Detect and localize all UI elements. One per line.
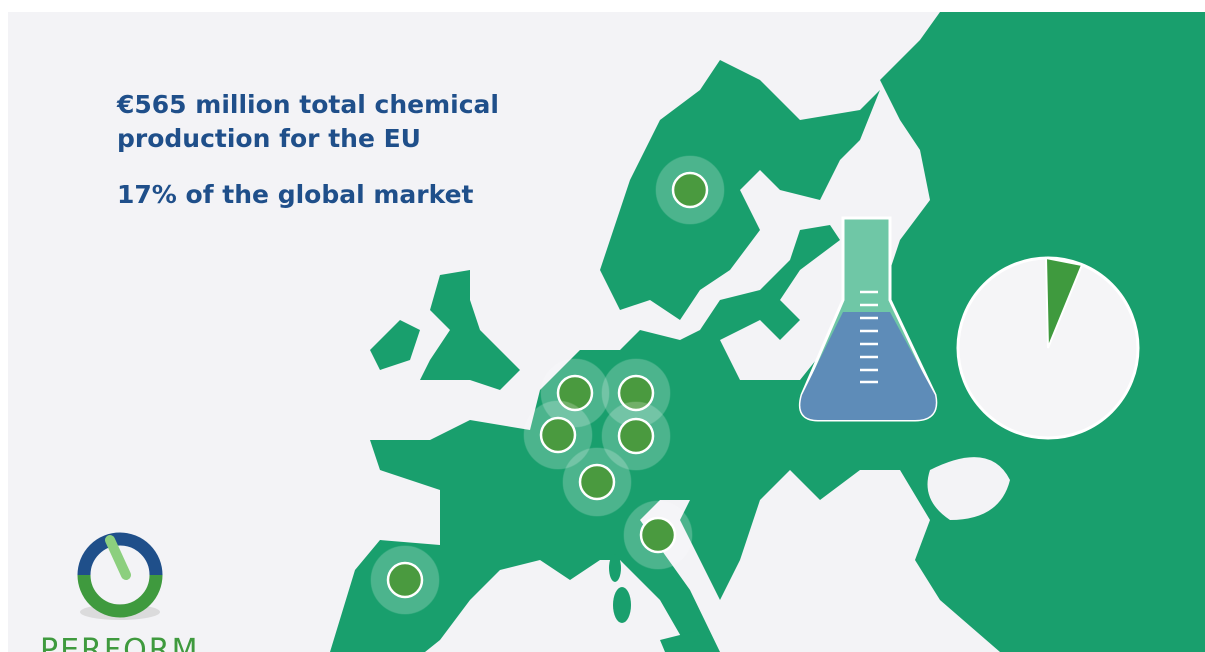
headline-line: €565 million total chemical bbox=[116, 90, 499, 119]
scandinavia bbox=[600, 60, 880, 320]
corsica bbox=[609, 554, 621, 582]
site-dot bbox=[556, 374, 594, 412]
sites bbox=[370, 155, 725, 615]
site-dot bbox=[539, 416, 577, 454]
black-sea bbox=[927, 457, 1010, 520]
logo: PERFORM bbox=[40, 532, 200, 652]
logo-bar bbox=[105, 535, 131, 580]
site-dot bbox=[639, 516, 677, 554]
logo-ring-top bbox=[77, 532, 163, 576]
flask-liquid bbox=[800, 312, 936, 420]
flask-scale bbox=[860, 290, 878, 384]
headline-line: production for the EU bbox=[117, 124, 421, 153]
pie bbox=[956, 256, 1140, 440]
logo-text: PERFORM bbox=[40, 633, 200, 652]
site-dot bbox=[386, 561, 424, 599]
site-dot bbox=[617, 374, 655, 412]
logo-ring-bottom bbox=[77, 574, 163, 618]
sicily bbox=[660, 630, 700, 652]
flask bbox=[798, 216, 938, 422]
site-dot bbox=[671, 171, 709, 209]
pie-slice bbox=[1044, 256, 1084, 349]
britain bbox=[420, 270, 520, 390]
market-share: 17% of the global market bbox=[117, 180, 474, 209]
ireland bbox=[370, 320, 420, 370]
site-dot bbox=[617, 417, 655, 455]
sardinia bbox=[613, 587, 631, 623]
site-dot bbox=[578, 463, 616, 501]
